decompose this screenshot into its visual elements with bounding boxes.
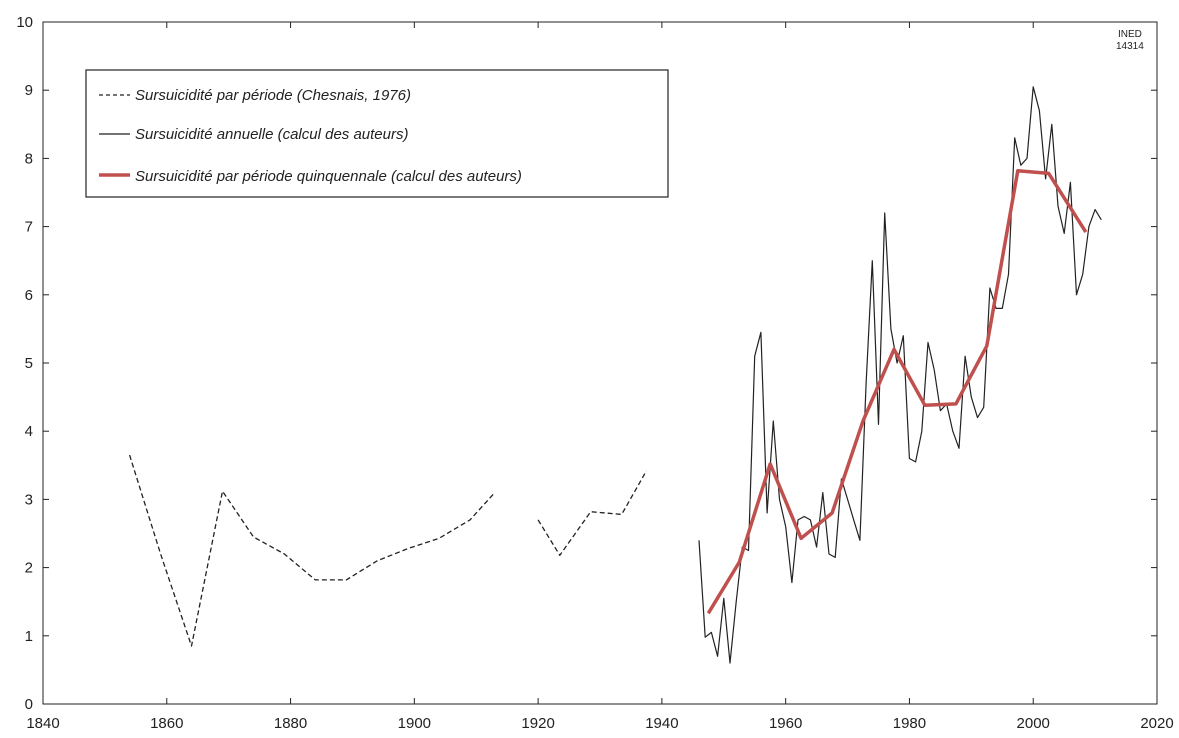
x-tick-label: 1860 xyxy=(150,715,183,732)
legend-label-0: Sursuicidité par période (Chesnais, 1976… xyxy=(135,87,411,104)
source-code-line-1: INED xyxy=(1118,29,1142,40)
x-tick-label: 1960 xyxy=(769,715,802,732)
source-code: INED 14314 xyxy=(1116,29,1144,52)
series-annual xyxy=(698,86,1102,664)
y-tick-label: 4 xyxy=(25,423,33,440)
y-tick-label: 0 xyxy=(25,696,33,713)
series-chesnais-dashed xyxy=(128,454,496,647)
x-tick-label: 1920 xyxy=(521,715,554,732)
y-tick-label: 5 xyxy=(25,355,33,372)
x-tick-label: 2020 xyxy=(1140,715,1173,732)
series-chesnais-dashed xyxy=(537,470,647,556)
y-axis: 0 1 2 3 4 5 6 7 8 9 10 xyxy=(16,14,1157,713)
x-tick-label: 1880 xyxy=(274,715,307,732)
y-tick-label: 9 xyxy=(25,82,33,99)
x-tick-label: 1980 xyxy=(893,715,926,732)
legend-box xyxy=(85,69,669,198)
y-tick-label: 2 xyxy=(25,560,33,577)
series-quinquennial xyxy=(706,168,1088,615)
x-tick-label: 1900 xyxy=(398,715,431,732)
y-tick-label: 3 xyxy=(25,491,33,508)
legend-label-1: Sursuicidité annuelle (calcul des auteur… xyxy=(135,126,408,143)
y-tick-label: 6 xyxy=(25,287,33,304)
x-axis: 1840 1860 1880 1900 1920 1940 1960 1980 2000 2020 xyxy=(26,22,1174,732)
x-tick-label: 1940 xyxy=(645,715,678,732)
y-tick-label: 7 xyxy=(25,219,33,236)
legend-label-2: Sursuicidité par période quinquennale (c… xyxy=(135,168,522,185)
source-code-line-2: 14314 xyxy=(1116,41,1144,52)
legend: Sursuicidité par période (Chesnais, 1976… xyxy=(85,69,669,198)
y-tick-label: 8 xyxy=(25,150,33,167)
series-layer xyxy=(128,86,1102,664)
y-tick-label: 1 xyxy=(25,628,33,645)
x-tick-label: 2000 xyxy=(1017,715,1050,732)
y-tick-label: 10 xyxy=(16,14,33,31)
x-tick-label: 1840 xyxy=(26,715,59,732)
